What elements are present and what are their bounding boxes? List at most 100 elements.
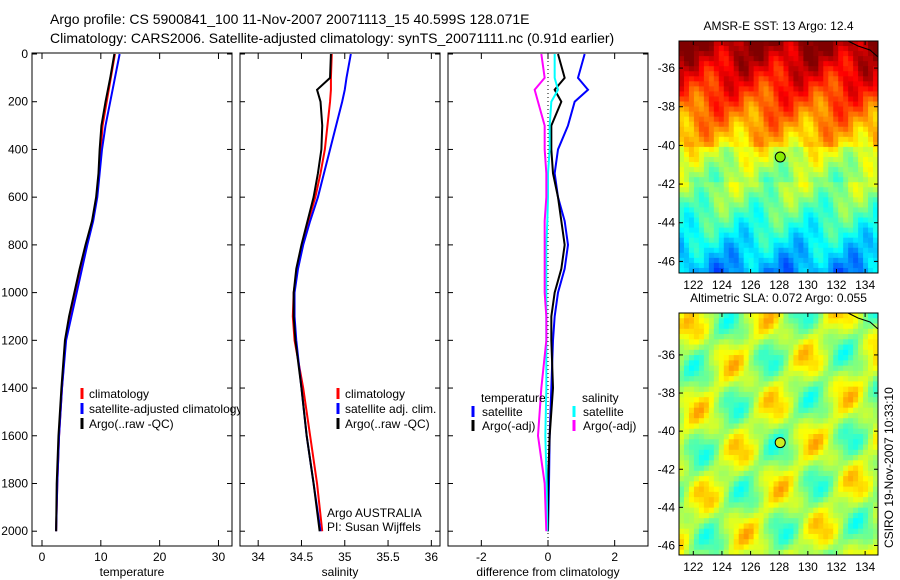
heatmap-cell — [823, 146, 829, 153]
heatmap-cell — [798, 91, 804, 97]
heatmap-cell — [743, 192, 750, 198]
heatmap-cell — [873, 397, 879, 403]
heatmap-cell — [793, 481, 799, 488]
heatmap-cell — [703, 232, 710, 239]
heatmap-cell — [813, 323, 819, 330]
heatmap-cell — [828, 370, 834, 377]
heatmap-cell — [813, 182, 819, 188]
heatmap-cell — [763, 334, 770, 340]
heatmap-cell — [848, 187, 854, 193]
heatmap-cell — [863, 146, 869, 153]
heatmap-cell — [748, 187, 755, 193]
heatmap-cell — [828, 116, 834, 123]
x-tick-label: 126 — [741, 278, 761, 292]
heatmap-cell — [823, 41, 829, 47]
heatmap-cell — [828, 232, 834, 239]
heatmap-cell — [868, 460, 874, 467]
heatmap-cell — [748, 197, 755, 203]
heatmap-cell — [703, 192, 710, 198]
heatmap-cell — [683, 81, 690, 87]
heatmap-cell — [873, 247, 879, 254]
heatmap-cell — [783, 533, 789, 540]
heatmap-cell — [843, 423, 849, 430]
heatmap-cell — [718, 51, 725, 57]
heatmap-cell — [763, 237, 770, 244]
heatmap-cell — [743, 252, 750, 259]
heatmap-cell — [863, 157, 869, 163]
heatmap-cell — [858, 434, 864, 440]
heatmap-cell — [688, 247, 695, 254]
heatmap-cell — [838, 318, 844, 325]
heatmap-cell — [828, 407, 834, 414]
heatmap-cell — [723, 512, 730, 519]
heatmap-cell — [713, 66, 720, 72]
heatmap-cell — [768, 344, 775, 351]
heatmap-cell — [728, 126, 735, 133]
heatmap-cell — [833, 481, 839, 488]
heatmap-cell — [733, 365, 740, 372]
heatmap-cell — [698, 344, 705, 351]
heatmap-cell — [733, 323, 740, 330]
heatmap-cell — [853, 518, 859, 524]
heatmap-cell — [723, 349, 730, 356]
heatmap-cell — [863, 76, 869, 82]
heatmap-cell — [718, 418, 725, 424]
heatmap-cell — [843, 41, 849, 47]
heatmap-cell — [713, 549, 720, 556]
heatmap-cell — [778, 167, 784, 173]
heatmap-cell — [698, 439, 705, 446]
heatmap-cell — [753, 197, 760, 203]
heatmap-cell — [679, 381, 685, 388]
heatmap-cell — [763, 101, 770, 108]
heatmap-cell — [738, 172, 745, 178]
heatmap-cell — [723, 187, 730, 193]
heatmap-cell — [793, 232, 799, 239]
heatmap-cell — [838, 207, 844, 213]
heatmap-cell — [813, 81, 819, 87]
heatmap-cell — [733, 41, 740, 47]
heatmap-cell — [723, 313, 730, 319]
heatmap-cell — [763, 207, 770, 213]
heatmap-cell — [858, 106, 864, 113]
heatmap-cell — [718, 444, 725, 451]
heatmap-cell — [848, 512, 854, 519]
heatmap-cell — [863, 486, 869, 493]
heatmap-cell — [848, 491, 854, 498]
heatmap-cell — [873, 177, 879, 183]
heatmap-cell — [858, 197, 864, 203]
heatmap-cell — [808, 177, 814, 183]
heatmap-cell — [788, 465, 794, 472]
heatmap-cell — [723, 167, 730, 173]
heatmap-cell — [768, 491, 775, 498]
heatmap-cell — [793, 528, 799, 535]
heatmap-cell — [813, 370, 819, 377]
heatmap-cell — [748, 523, 755, 530]
heatmap-cell — [863, 491, 869, 498]
heatmap-cell — [683, 518, 690, 524]
heatmap-cell — [813, 539, 819, 545]
heatmap-cell — [853, 439, 859, 446]
heatmap-cell — [713, 349, 720, 356]
heatmap-cell — [783, 227, 789, 234]
heatmap-cell — [753, 237, 760, 244]
heatmap-cell — [803, 328, 809, 335]
heatmap-cell — [788, 507, 794, 514]
heatmap-cell — [758, 407, 765, 414]
heatmap-cell — [848, 528, 854, 535]
heatmap-cell — [783, 71, 789, 77]
heatmap-cell — [873, 512, 879, 519]
heatmap-cell — [848, 502, 854, 509]
heatmap-cell — [718, 386, 725, 393]
heatmap-cell — [713, 428, 720, 435]
heatmap-cell — [738, 481, 745, 488]
heatmap-cell — [748, 232, 755, 239]
heatmap-cell — [763, 428, 770, 435]
heatmap-cell — [783, 449, 789, 456]
heatmap-cell — [733, 528, 740, 535]
heatmap-cell — [813, 407, 819, 414]
heatmap-cell — [788, 237, 794, 244]
heatmap-cell — [698, 313, 705, 319]
heatmap-cell — [788, 242, 794, 249]
heatmap-cell — [768, 544, 775, 551]
heatmap-cell — [718, 202, 725, 208]
